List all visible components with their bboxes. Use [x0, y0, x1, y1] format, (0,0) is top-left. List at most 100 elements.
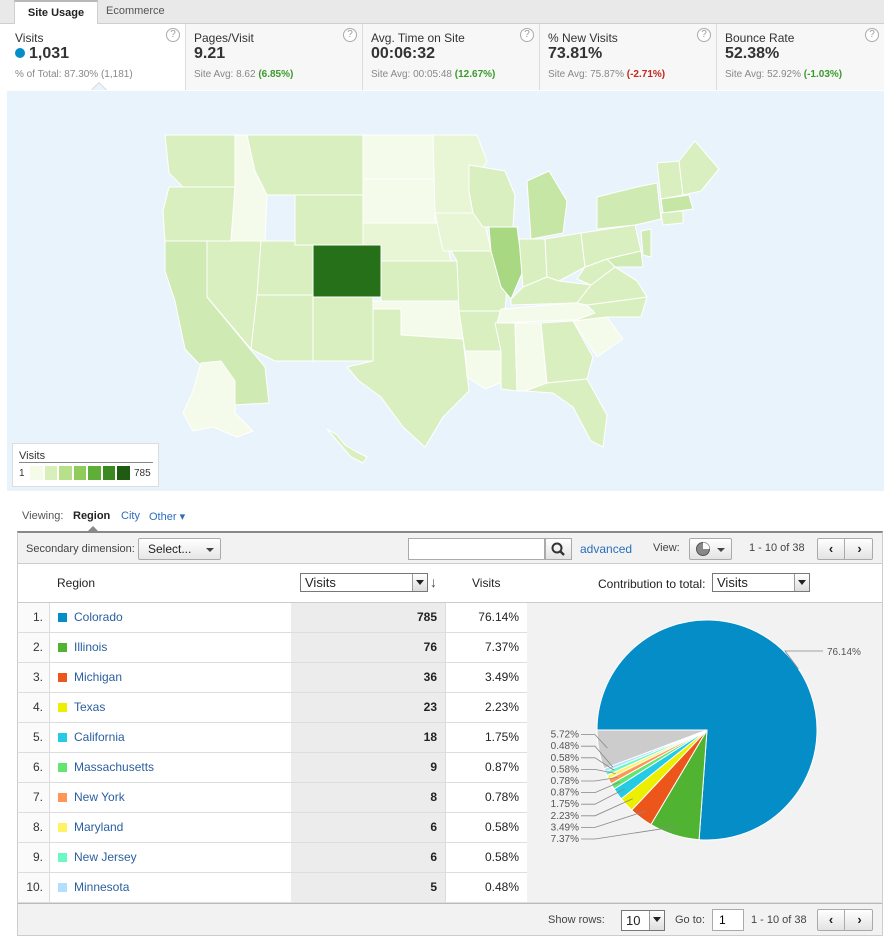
- metric-label: Pages/Visit: [194, 31, 254, 45]
- row-visits: 36: [291, 663, 446, 692]
- region-link[interactable]: Michigan: [58, 663, 122, 692]
- region-link[interactable]: Illinois: [58, 633, 107, 662]
- state-vermont-nh: [656, 160, 684, 200]
- tab-ecommerce[interactable]: Ecommerce: [106, 5, 165, 17]
- metric-avg-time[interactable]: Avg. Time on Site 00:06:32 Site Avg: 00:…: [363, 24, 540, 90]
- region-link[interactable]: Minnesota: [58, 873, 129, 902]
- series-color-icon: [58, 853, 67, 862]
- prev-page-button[interactable]: ‹: [818, 539, 845, 559]
- state-michigan: [526, 170, 568, 240]
- next-page-button[interactable]: ›: [857, 912, 862, 927]
- row-percent: 3.49%: [446, 663, 528, 692]
- pie-leader-line: [581, 757, 615, 771]
- prev-page-button[interactable]: ‹: [818, 910, 845, 930]
- region-link[interactable]: New Jersey: [58, 843, 137, 872]
- pie-leader-line: [581, 776, 618, 782]
- metrics-bar: Visits 1,031 % of Total: 87.30% (1,181) …: [7, 24, 884, 90]
- view-type-button[interactable]: [689, 538, 732, 560]
- contribution-select[interactable]: Visits: [712, 573, 810, 592]
- help-icon[interactable]: ?: [865, 28, 879, 42]
- row-number: 4.: [18, 693, 50, 722]
- series-color-icon: [58, 613, 67, 622]
- contribution-pie-chart: 76.14% 7.37% 3.49% 2.23% 1.75% 0.87% 0.78% 0.58…: [527, 603, 883, 903]
- pie-leader-line: [581, 798, 633, 817]
- viewing-bar: Viewing: Region City Other ▾: [22, 510, 185, 523]
- state-wisconsin: [468, 164, 516, 228]
- legend-swatch: [72, 465, 88, 481]
- tab-site-usage[interactable]: Site Usage: [14, 0, 98, 25]
- region-link[interactable]: Colorado: [58, 603, 123, 632]
- help-icon[interactable]: ?: [166, 28, 180, 42]
- us-map[interactable]: [7, 91, 884, 491]
- selected-pointer-icon: [91, 82, 107, 90]
- geo-map[interactable]: Visits 1 785: [7, 91, 884, 491]
- state-louisiana: [464, 350, 506, 390]
- help-icon[interactable]: ?: [520, 28, 534, 42]
- state-kansas: [380, 260, 460, 302]
- goto-page-input[interactable]: [712, 909, 744, 931]
- row-number: 10.: [18, 873, 50, 902]
- pie-leader-line: [581, 826, 677, 840]
- state-washington: [164, 134, 236, 188]
- table-row: 3. Michigan 36 3.49%: [17, 663, 528, 693]
- state-montana: [246, 134, 364, 196]
- pagination-buttons: ‹ ›: [817, 538, 873, 560]
- pie-label: 3.49%: [551, 822, 579, 833]
- metric-sub: Site Avg: 75.87% (-2.71%): [548, 69, 666, 80]
- view-region-link[interactable]: Region: [73, 510, 111, 522]
- map-legend: Visits 1 785: [12, 443, 159, 487]
- state-mississippi: [494, 322, 518, 392]
- row-visits: 18: [291, 723, 446, 752]
- secondary-dimension-select[interactable]: Select...: [138, 538, 221, 560]
- pie-label: 0.58%: [551, 753, 579, 764]
- series-color-icon: [58, 763, 67, 772]
- region-link[interactable]: California: [58, 723, 125, 752]
- metric-pages-visit[interactable]: Pages/Visit 9.21 Site Avg: 8.62 (6.85%) …: [186, 24, 363, 90]
- series-color-icon: [58, 673, 67, 682]
- column-header-visits[interactable]: Visits: [472, 576, 501, 590]
- state-arizona: [250, 294, 314, 362]
- row-number: 7.: [18, 783, 50, 812]
- row-percent: 0.87%: [446, 753, 528, 782]
- chevron-down-icon: [717, 548, 725, 552]
- metric-select[interactable]: Visits: [300, 573, 428, 592]
- search-button[interactable]: [545, 538, 572, 560]
- chevron-down-icon: [649, 911, 664, 930]
- metric-label: Visits: [15, 31, 44, 45]
- legend-min: 1: [19, 468, 25, 479]
- contribution-label: Contribution to total:: [598, 577, 706, 591]
- metric-label: Avg. Time on Site: [371, 31, 465, 45]
- row-number: 3.: [18, 663, 50, 692]
- metric-bounce-rate[interactable]: Bounce Rate 52.38% Site Avg: 52.92% (-1.…: [717, 24, 884, 90]
- view-other-link[interactable]: Other ▾: [149, 511, 186, 523]
- metric-new-visits[interactable]: % New Visits 73.81% Site Avg: 75.87% (-2…: [540, 24, 717, 90]
- pie-slice-other[interactable]: [596, 729, 708, 770]
- advanced-filter-link[interactable]: advanced: [580, 542, 633, 556]
- metric-value: 9.21: [194, 45, 226, 62]
- metric-value: 73.81%: [548, 45, 603, 62]
- sort-arrow-icon[interactable]: ↓: [430, 574, 437, 590]
- row-number: 2.: [18, 633, 50, 662]
- pie-leader-line: [581, 781, 621, 794]
- region-link[interactable]: New York: [58, 783, 125, 812]
- search-input[interactable]: [408, 538, 545, 560]
- row-number: 5.: [18, 723, 50, 752]
- metric-visits[interactable]: Visits 1,031 % of Total: 87.30% (1,181) …: [7, 24, 186, 90]
- next-page-button[interactable]: ›: [857, 541, 862, 556]
- view-city-link[interactable]: City: [121, 510, 140, 522]
- metric-sub: Site Avg: 52.92% (-1.03%): [725, 69, 843, 80]
- column-header-region[interactable]: Region: [57, 576, 96, 590]
- help-icon[interactable]: ?: [697, 28, 711, 42]
- help-icon[interactable]: ?: [343, 28, 357, 42]
- row-percent: 0.58%: [446, 813, 528, 842]
- legend-swatch: [116, 465, 132, 481]
- region-link[interactable]: Texas: [58, 693, 105, 722]
- state-utah: [256, 240, 314, 296]
- show-rows-select[interactable]: 10: [621, 910, 665, 931]
- region-link[interactable]: Massachusetts: [58, 753, 154, 782]
- metric-value: 52.38%: [725, 45, 780, 62]
- row-visits: 6: [291, 813, 446, 842]
- region-link[interactable]: Maryland: [58, 813, 123, 842]
- state-kentucky: [510, 276, 592, 306]
- row-percent: 0.78%: [446, 783, 528, 812]
